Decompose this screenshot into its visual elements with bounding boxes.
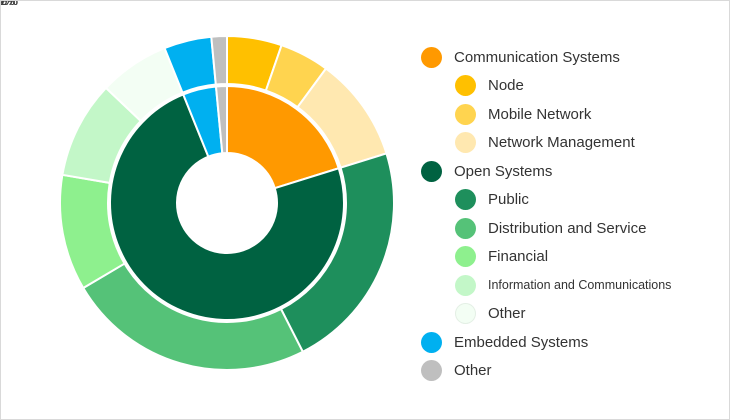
svg-text:4.6%: 4.6%	[1, 1, 15, 8]
legend-label: Open Systems	[454, 162, 553, 180]
legend-item-financial: Financial	[421, 243, 671, 272]
inner-slice-communication-systems	[226, 84, 340, 190]
legend-item-embedded-systems: Embedded Systems	[421, 328, 671, 357]
svg-text:6.8%: 6.8%	[1, 1, 15, 8]
outer-ring	[59, 34, 395, 371]
legend-label: Distribution and Service	[488, 219, 647, 237]
legend-label: Embedded Systems	[454, 333, 589, 351]
legend-label: Information and Communications	[488, 278, 672, 293]
legend-label: Other	[454, 362, 492, 380]
legend-swatch	[455, 246, 476, 268]
inner-slice-other	[214, 84, 228, 155]
outer-slice-other	[210, 34, 228, 86]
legend-label: Communication Systems	[454, 48, 620, 66]
legend-swatch	[455, 132, 476, 154]
legend-label: Financial	[488, 248, 549, 266]
donut-chart: 20.2%73.7%5.3%4.8%10.1%22.3%24.0%11.2%9.…	[1, 1, 395, 371]
legend-swatch	[455, 217, 476, 239]
legend-label: Network Management	[488, 134, 635, 152]
outer-label-open-systems-other: 6.8%	[1, 1, 15, 8]
svg-text:24.0%: 24.0%	[1, 1, 18, 8]
legend-swatch	[455, 189, 476, 211]
legend-swatch	[421, 46, 442, 68]
legend-item-information-and-communications: Information and Communications	[421, 271, 671, 300]
svg-text:22.3%: 22.3%	[1, 1, 18, 8]
legend-item-open-systems: Open Systems	[421, 157, 671, 186]
svg-text:1.5%: 1.5%	[1, 1, 15, 8]
inner-ring	[109, 84, 345, 321]
legend-label: Node	[488, 77, 524, 95]
outer-label-open-systems-public: 22.3%	[1, 1, 42, 19]
outer-label-open-systems-financial: 11.2%	[1, 1, 18, 8]
legend-label: Other	[488, 305, 526, 323]
legend-item-node: Node	[421, 72, 671, 101]
outer-label-open-systems-distribution-and-service: 24.0%	[1, 1, 18, 8]
legend-swatch	[421, 331, 442, 353]
legend-item-other: Other	[421, 357, 671, 386]
outer-label-open-systems-information-and-communications: 9.4%	[1, 1, 15, 8]
outer-label-embedded-systems: 4.6%	[1, 1, 15, 8]
svg-text:11.2%: 11.2%	[1, 1, 18, 8]
legend-label: Public	[488, 191, 529, 209]
legend-item-communication-systems: Communication Systems	[421, 43, 671, 72]
legend: Communication Systems Node Mobile Network N…	[421, 43, 671, 385]
legend-swatch	[455, 274, 476, 296]
legend-item-other: Other	[421, 300, 671, 329]
legend-item-distribution-and-service: Distribution and Service	[421, 214, 671, 243]
legend-swatch	[421, 160, 442, 182]
legend-swatch	[455, 103, 476, 125]
outer-label-other: 1.5%	[1, 1, 15, 8]
inner-slice-open-systems	[109, 93, 345, 321]
data-labels: 20.2%73.7%5.3%4.8%10.1%22.3%24.0%11.2%9.…	[1, 1, 42, 19]
legend-swatch	[455, 75, 476, 97]
legend-swatch	[455, 303, 476, 325]
svg-text:9.4%: 9.4%	[1, 1, 15, 8]
legend-item-network-management: Network Management	[421, 129, 671, 158]
legend-item-public: Public	[421, 186, 671, 215]
legend-swatch	[421, 360, 442, 382]
legend-item-mobile-network: Mobile Network	[421, 100, 671, 129]
legend-label: Mobile Network	[488, 105, 592, 123]
